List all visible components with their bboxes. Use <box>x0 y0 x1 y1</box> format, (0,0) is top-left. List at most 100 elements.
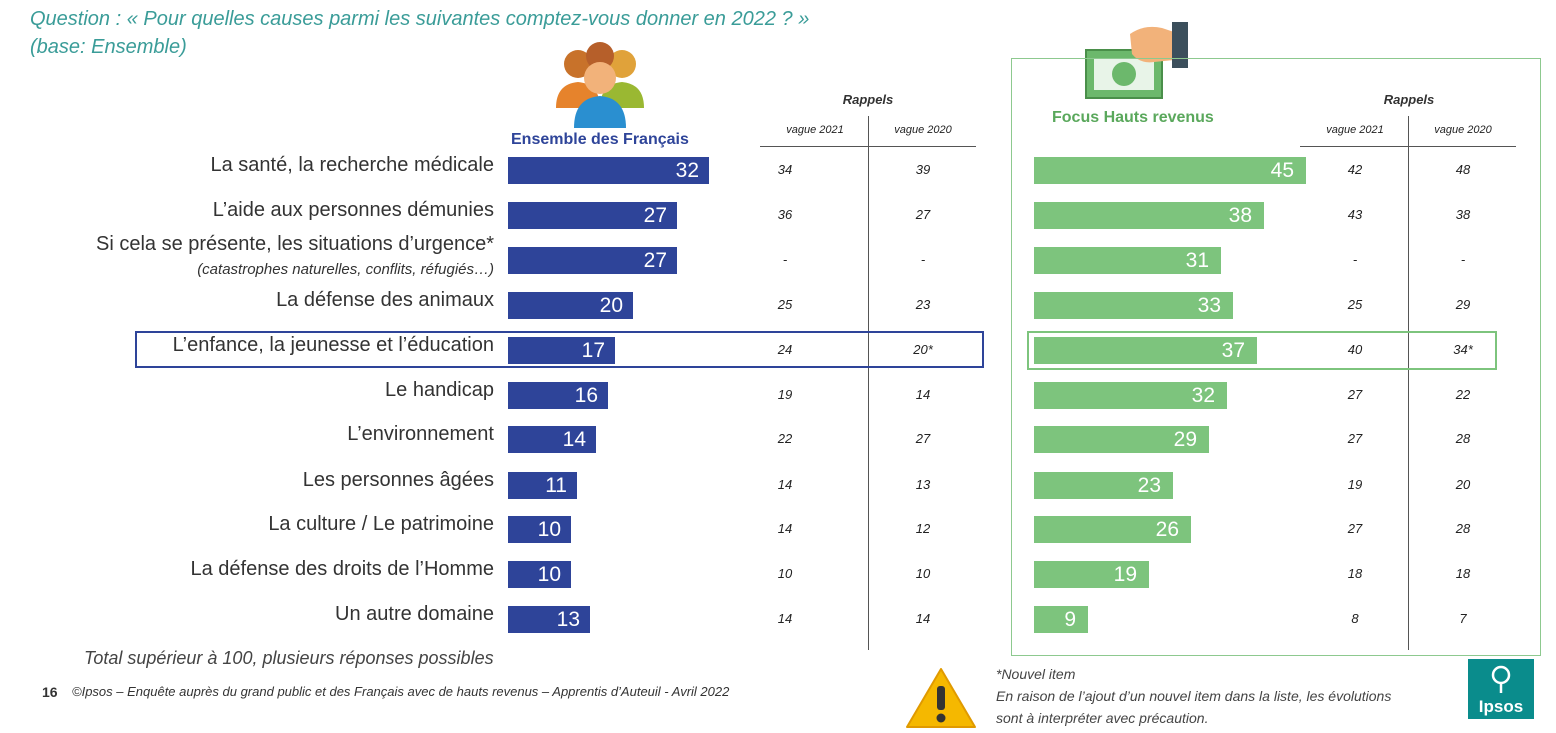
recall-ensemble-2020: 20* <box>913 342 933 357</box>
recall-hauts-2020: 48 <box>1455 162 1471 177</box>
recall-ensemble-2020: 39 <box>915 162 931 177</box>
category-label: L’enfance, la jeunesse et l’éducation <box>172 334 494 356</box>
recall-ensemble-2021: 14 <box>777 477 793 492</box>
recall-ensemble-2021: 14 <box>777 521 793 536</box>
col-2021-left: vague 2021 <box>786 124 844 136</box>
category-label: La défense des droits de l’Homme <box>190 558 495 580</box>
recall-hauts-2021: 42 <box>1347 162 1363 177</box>
bar-ensemble-value: 10 <box>537 563 561 586</box>
warning-icon <box>906 668 976 728</box>
recall-hauts-2020: 38 <box>1455 207 1471 222</box>
recall-ensemble-2020: 14 <box>915 387 931 402</box>
recall-hauts-2020: 22 <box>1455 387 1471 402</box>
recall-hauts-2020: 28 <box>1455 431 1471 446</box>
bar-ensemble-value: 20 <box>599 294 623 317</box>
bar-ensemble <box>508 157 709 184</box>
recall-hauts-2020: 34* <box>1453 342 1473 357</box>
recall-hauts-2020: 7 <box>1459 611 1467 626</box>
bar-hauts-revenus-value: 26 <box>1155 518 1179 541</box>
recall-ensemble-2021: - <box>782 252 788 267</box>
bar-ensemble <box>508 472 577 499</box>
category-label: Les personnes âgées <box>302 469 494 491</box>
recall-ensemble-2020: 10 <box>915 566 931 581</box>
recall-hauts-2021: 25 <box>1347 297 1363 312</box>
ipsos-logo-text: Ipsos <box>1478 697 1524 716</box>
bar-ensemble <box>508 247 677 274</box>
bar-ensemble-value: 27 <box>643 204 667 227</box>
category-sublabel: (catastrophes naturelles, conflits, réfu… <box>197 261 494 278</box>
new-item-note-line2: En raison de l’ajout d’un nouvel item da… <box>996 688 1392 704</box>
recall-hauts-2021: 43 <box>1347 207 1363 222</box>
category-label: Le handicap <box>385 379 494 401</box>
bar-hauts-revenus <box>1034 292 1233 319</box>
bar-ensemble-value: 27 <box>643 249 667 272</box>
new-item-note-title: *Nouvel item <box>996 666 1076 682</box>
bar-hauts-revenus-value: 9 <box>1064 608 1076 631</box>
total-note: Total supérieur à 100, plusieurs réponse… <box>84 648 494 668</box>
bar-hauts-revenus <box>1034 337 1257 364</box>
bar-ensemble <box>508 606 590 633</box>
recall-ensemble-2020: 23 <box>915 297 931 312</box>
bar-hauts-revenus <box>1034 382 1227 409</box>
bar-hauts-revenus-value: 45 <box>1270 159 1294 182</box>
col-2020-left: vague 2020 <box>894 124 952 136</box>
recall-ensemble-2021: 19 <box>777 387 793 402</box>
recall-hauts-2020: 20 <box>1455 477 1471 492</box>
recall-ensemble-2021: 22 <box>777 431 793 446</box>
bar-ensemble-value: 32 <box>675 159 699 182</box>
bar-hauts-revenus <box>1034 202 1264 229</box>
bar-ensemble <box>508 382 608 409</box>
new-item-note-line3: sont à interpréter avec précaution. <box>996 710 1209 726</box>
recall-ensemble-2020: 14 <box>915 611 931 626</box>
bar-hauts-revenus <box>1034 516 1191 543</box>
category-label: La santé, la recherche médicale <box>210 154 495 176</box>
footer-credit: ©Ipsos – Enquête auprès du grand public … <box>72 684 730 699</box>
recall-ensemble-2020: 27 <box>915 431 931 446</box>
bar-hauts-revenus-value: 31 <box>1185 249 1209 272</box>
col-2021-right: vague 2021 <box>1326 124 1384 136</box>
bar-hauts-revenus <box>1034 606 1088 633</box>
bar-ensemble <box>508 202 677 229</box>
people-group-icon <box>556 42 644 128</box>
page-number: 16 <box>42 684 58 700</box>
recall-hauts-2021: 27 <box>1347 521 1363 536</box>
recall-hauts-2020: 29 <box>1455 297 1471 312</box>
bar-hauts-revenus-value: 32 <box>1191 384 1215 407</box>
column-rule-right <box>1408 116 1409 650</box>
bar-hauts-revenus-value: 29 <box>1173 428 1197 451</box>
recall-title-left: Rappels <box>842 92 894 107</box>
recall-hauts-2021: 8 <box>1351 611 1359 626</box>
col-2020-right: vague 2020 <box>1434 124 1492 136</box>
question-base: (base: Ensemble) <box>30 36 187 58</box>
category-label: L’environnement <box>347 423 494 445</box>
bar-hauts-revenus <box>1034 561 1149 588</box>
column-rule-left <box>868 116 869 650</box>
group-hauts-revenus-title: Focus Hauts revenus <box>1052 109 1214 126</box>
bar-ensemble-value: 16 <box>574 384 598 407</box>
highlight-box-hauts <box>1027 331 1497 370</box>
recall-hauts-2021: 27 <box>1347 387 1363 402</box>
hauts-revenus-panel <box>1011 58 1541 656</box>
question-text: Question : « Pour quelles causes parmi l… <box>30 8 810 30</box>
recall-hauts-2020: 18 <box>1455 566 1471 581</box>
bar-ensemble <box>508 292 633 319</box>
highlight-box-ensemble <box>135 331 984 368</box>
bar-ensemble-value: 17 <box>581 339 605 362</box>
bar-ensemble-value: 14 <box>562 428 586 451</box>
recall-ensemble-2021: 36 <box>777 207 793 222</box>
bar-hauts-revenus-value: 23 <box>1137 474 1161 497</box>
recall-hauts-2020: 28 <box>1455 521 1471 536</box>
category-label: Un autre domaine <box>335 603 494 625</box>
bar-hauts-revenus <box>1034 426 1209 453</box>
bar-ensemble <box>508 426 596 453</box>
category-label: Si cela se présente, les situations d’ur… <box>95 233 494 255</box>
recall-ensemble-2020: 13 <box>915 477 931 492</box>
ipsos-logo-mark <box>1491 665 1511 693</box>
recall-ensemble-2021: 14 <box>777 611 793 626</box>
bar-hauts-revenus <box>1034 247 1221 274</box>
group-ensemble-title: Ensemble des Français <box>511 131 689 148</box>
bar-ensemble-value: 11 <box>545 474 567 497</box>
ipsos-logo: Ipsos <box>1468 659 1534 719</box>
bar-hauts-revenus-value: 19 <box>1113 563 1137 586</box>
recall-title-right: Rappels <box>1383 92 1435 107</box>
